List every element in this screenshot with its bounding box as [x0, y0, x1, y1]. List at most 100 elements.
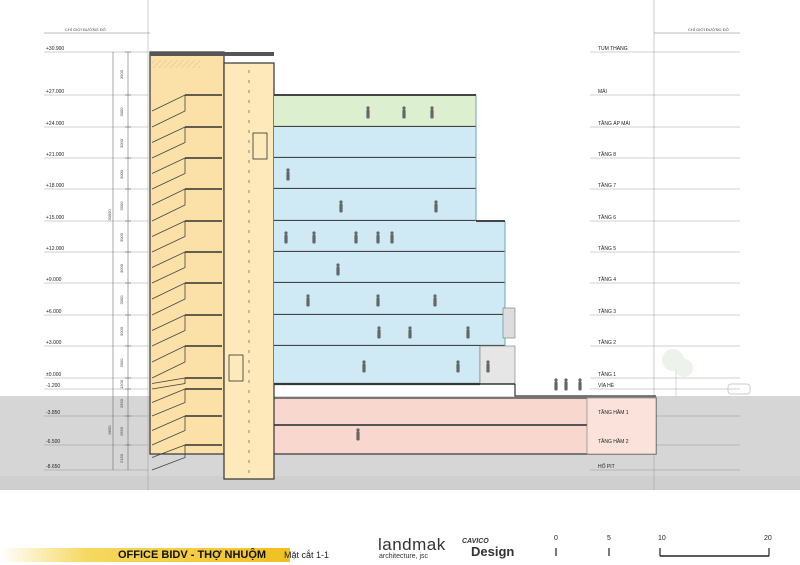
floor-height-label: 3000 [119, 107, 124, 117]
level-name: TẦNG 4 [598, 276, 616, 283]
floor-space [274, 189, 476, 221]
scale-label-20: 20 [764, 535, 772, 542]
floor-height-label: 2150 [119, 453, 124, 463]
cavico-logo: CAVICO [462, 538, 489, 545]
landmak-logo-sub: architecture, jsc [379, 553, 429, 560]
sidewalk-step [514, 384, 656, 397]
floor-space [274, 158, 476, 189]
person-body [336, 266, 340, 276]
car-icon [727, 383, 751, 395]
level-name: TẦNG HẦM 2 [598, 438, 629, 445]
stair-flight [151, 377, 186, 390]
level-name: VỈA HÈ [598, 382, 615, 389]
person-head [376, 294, 380, 298]
level-elevation: +6.000 [46, 309, 62, 315]
person-head [362, 360, 366, 364]
level-elevation: -6.500 [46, 439, 60, 445]
person-head [354, 231, 358, 235]
person-body [286, 171, 290, 181]
stair-core [149, 51, 225, 455]
section-label: Mặt cắt 1-1 [284, 550, 330, 560]
stair-flight [151, 251, 186, 284]
person-body [554, 381, 558, 391]
level-elevation: -1.200 [46, 383, 60, 389]
person-head [339, 200, 343, 204]
floor-height-label: 2650 [119, 398, 124, 408]
floor-height-label: 3900 [119, 69, 124, 79]
cavico-logo-main: Design [471, 544, 515, 559]
person-head [286, 168, 290, 172]
person-body [390, 234, 394, 244]
level-elevation: +15.000 [46, 215, 64, 221]
scale-bar [555, 548, 770, 557]
floor-height-label: 3000 [119, 169, 124, 179]
level-name: TẦNG 6 [598, 214, 616, 221]
level-elevation: -8.650 [46, 464, 60, 470]
person-body [456, 363, 460, 373]
total-height-above: 30900 [107, 209, 112, 221]
scale-label-10: 10 [658, 535, 666, 542]
stair-flights [151, 60, 222, 471]
person-body [434, 203, 438, 213]
person-head [578, 378, 582, 382]
stair-flight [151, 188, 186, 222]
level-elevation: +21.000 [46, 152, 64, 158]
scale-label-0: 0 [554, 535, 558, 542]
person-body [408, 329, 412, 339]
landmak-logo: landmak [378, 535, 446, 554]
floor-space [274, 127, 476, 158]
person-head [312, 231, 316, 235]
level-labels: +30.900 TUM THANG +27.000 MÁI +24.000 TẦNG ÁP… [46, 46, 630, 470]
person-body [430, 109, 434, 119]
ground-below [0, 476, 800, 490]
stair-flight [151, 157, 186, 190]
stair-flight [151, 126, 186, 159]
person-body [306, 297, 310, 307]
people-figures [284, 106, 582, 441]
floor-height-label: 3000 [119, 201, 124, 211]
stair-flight [151, 94, 186, 128]
level-name: TẦNG 5 [598, 245, 616, 252]
level-elevation: ±0.000 [46, 372, 61, 378]
floor-space [274, 346, 480, 384]
stair-flight [151, 444, 186, 471]
canopy [502, 307, 516, 339]
stair-flight [151, 388, 186, 417]
level-elevation: +27.000 [46, 89, 64, 95]
floor-height-label: 3000 [119, 295, 124, 305]
floor-height-label: 1200 [119, 379, 124, 389]
person-body [354, 234, 358, 244]
level-name: MÁI [598, 88, 607, 95]
stair-flight [151, 345, 186, 379]
level-elevation: -3.850 [46, 410, 60, 416]
person-head [306, 294, 310, 298]
level-name: TẦNG HẦM 1 [598, 409, 629, 416]
level-name: TẦNG 2 [598, 339, 616, 346]
entrance-canopy [479, 345, 516, 385]
roof-structure [150, 52, 274, 56]
person-head [408, 326, 412, 330]
title-bar [0, 548, 290, 562]
stair-flight [151, 314, 186, 347]
person-head [377, 326, 381, 330]
person-body [339, 203, 343, 213]
person-body [356, 431, 360, 441]
person-body [284, 234, 288, 244]
basement-ramp [586, 397, 657, 455]
person-head [433, 294, 437, 298]
level-elevation: +3.000 [46, 340, 62, 346]
floor-space [274, 315, 505, 346]
level-name: TẦNG 1 [598, 371, 616, 378]
office-floors [274, 94, 516, 386]
level-name: TẦNG 7 [598, 182, 616, 189]
stair-flight [151, 415, 186, 446]
person-body [402, 109, 406, 119]
person-head [466, 326, 470, 330]
floor-height-label: 3000 [119, 232, 124, 242]
person-head [376, 231, 380, 235]
person-head [402, 106, 406, 110]
level-name: HỐ PIT [598, 463, 615, 470]
floor-height-label: 3000 [119, 263, 124, 273]
person-head [430, 106, 434, 110]
